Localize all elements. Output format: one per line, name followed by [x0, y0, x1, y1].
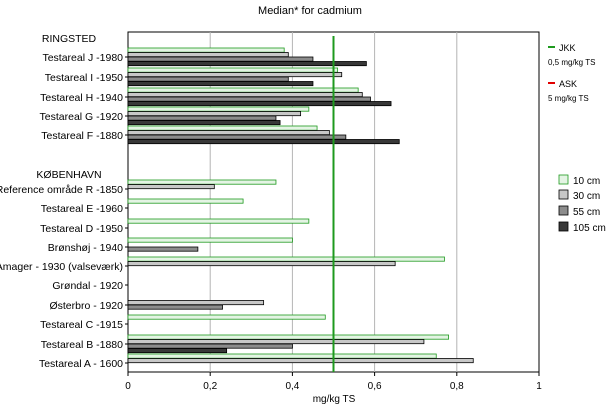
bar: [127, 218, 310, 224]
x-axis: 0 0,2 0,4 0,6 0,8 1: [125, 372, 542, 392]
bar: [127, 184, 215, 190]
bars: [127, 47, 474, 364]
bar: [127, 67, 339, 73]
bar: [127, 139, 400, 145]
bar: [127, 358, 474, 364]
category-label: Testareal A - 1600: [39, 358, 123, 370]
bar: [127, 111, 302, 117]
x-tick-label: 0,2: [203, 381, 217, 392]
bar: [127, 300, 265, 306]
group-label: KØBENHAVN: [36, 169, 101, 181]
category-label: Grøndal - 1920: [52, 280, 123, 292]
bar: [127, 237, 293, 243]
bar: [127, 179, 277, 185]
bar: [127, 101, 392, 107]
bar: [127, 115, 277, 121]
x-axis-label: mg/kg TS: [313, 394, 356, 405]
bar: [127, 106, 310, 112]
x-tick-label: 0,4: [285, 381, 299, 392]
legend-label: 30 cm: [573, 191, 600, 202]
bar: [127, 92, 363, 98]
category-label: Testareal C -1915: [40, 319, 123, 331]
category-label: Amager - 1930 (valseværk): [0, 261, 123, 273]
bar: [127, 125, 318, 131]
bar: [127, 256, 445, 262]
bar: [127, 334, 449, 340]
legend-label: ASK: [559, 79, 577, 89]
legend-swatch: [558, 221, 569, 232]
x-tick-label: 0,6: [368, 381, 382, 392]
bar: [127, 130, 330, 136]
group-label: RINGSTED: [42, 33, 97, 45]
bar: [127, 47, 285, 53]
bar: [127, 120, 281, 126]
bar: [127, 72, 343, 78]
legend-label: JKK: [559, 43, 576, 53]
bar: [127, 76, 289, 82]
bar: [127, 246, 199, 252]
category-label: Testareal I -1950: [45, 72, 123, 84]
legend-label: 10 cm: [573, 176, 600, 187]
x-tick-label: 0: [125, 381, 131, 392]
category-label: Brønshøj - 1940: [48, 242, 123, 254]
bar: [127, 314, 326, 320]
series-legend: 10 cm 30 cm 55 cm 105 cm: [558, 174, 606, 234]
y-axis: RINGSTED KØBENHAVN Testareal J -1980 Testar…: [0, 33, 128, 370]
legend-label: 105 cm: [573, 223, 606, 234]
legend-swatch: [558, 189, 569, 200]
bar: [127, 134, 347, 140]
category-label: Testareal F -1880: [41, 130, 123, 142]
bar: [127, 343, 293, 349]
x-tick-label: 1: [536, 381, 542, 392]
plot-area: [127, 31, 540, 373]
chart-title: Median* for cadmium: [258, 5, 362, 17]
legend-label: 55 cm: [573, 207, 600, 218]
legend-swatch: [558, 174, 569, 185]
category-label: Testareal J -1980: [42, 52, 123, 64]
category-label: Testareal D -1950: [40, 223, 123, 235]
category-label: Testareal E -1960: [41, 203, 123, 215]
category-label: Reference område R -1850: [0, 184, 123, 196]
bar: [127, 339, 425, 345]
category-label: Testareal G -1920: [40, 111, 124, 123]
category-label: Testareal B -1880: [41, 339, 123, 351]
bar: [127, 61, 367, 67]
bar: [127, 198, 244, 204]
bar: [127, 87, 359, 93]
bar: [127, 304, 223, 310]
legend-note: 0,5 mg/kg TS: [548, 58, 595, 67]
x-tick-label: 0,8: [450, 381, 464, 392]
bar: [127, 52, 289, 58]
category-label: Testareal H -1940: [40, 92, 123, 104]
bar: [127, 56, 314, 62]
bar: [127, 348, 228, 354]
reference-legend: JKK 0,5 mg/kg TS ASK 5 mg/kg TS: [548, 43, 595, 103]
bar: [127, 353, 437, 359]
legend-note: 5 mg/kg TS: [548, 94, 589, 103]
bar: [127, 261, 396, 267]
bar: [127, 81, 314, 87]
category-label: Østerbro - 1920: [49, 300, 123, 312]
legend-swatch: [558, 205, 569, 216]
